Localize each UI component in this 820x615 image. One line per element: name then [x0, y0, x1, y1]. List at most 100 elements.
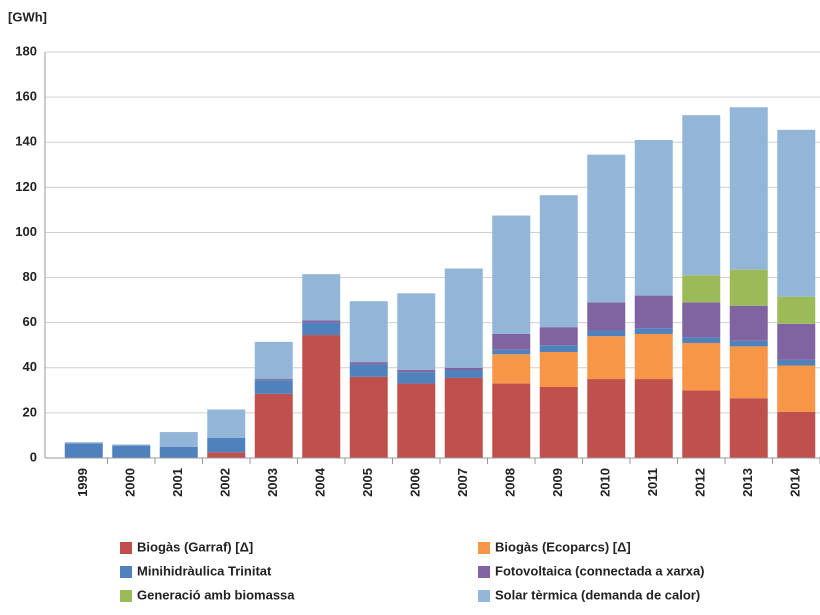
legend-swatch [120, 566, 132, 578]
bar-segment [682, 275, 721, 303]
y-tick-label: 80 [23, 269, 37, 284]
bar-segment [539, 195, 578, 328]
bar-segment [444, 367, 483, 371]
bar-segment [539, 351, 578, 387]
bar-segment [777, 411, 816, 458]
x-tick-label: 2006 [408, 468, 423, 497]
x-tick-label: 2004 [313, 467, 328, 497]
x-tick-label: 2007 [455, 468, 470, 497]
y-tick-label: 60 [23, 314, 37, 329]
x-tick-label: 2014 [788, 467, 803, 497]
x-tick-label: 2013 [740, 468, 755, 497]
bar-segment [587, 330, 626, 337]
bar-segment [254, 379, 293, 381]
y-tick-label: 180 [15, 43, 37, 58]
bar-segment [112, 445, 151, 458]
legend-label: Biogàs (Ecoparcs) [Δ] [495, 539, 631, 554]
x-tick-label: 2009 [550, 468, 565, 497]
bar-segment [777, 359, 816, 366]
bar-segment [587, 379, 626, 458]
bar-segment [777, 129, 816, 297]
legend-label: Solar tèrmica (demanda de calor) [495, 587, 700, 602]
bar-segment [64, 443, 103, 458]
bar-segment [444, 268, 483, 368]
bar-segment [777, 365, 816, 412]
bar-segment [397, 370, 436, 373]
bar-segment [539, 327, 578, 346]
bar-segment [492, 383, 531, 458]
bar-segment [207, 452, 246, 458]
bar-segment [492, 354, 531, 384]
x-tick-label: 2011 [645, 468, 660, 496]
bar-segment [492, 215, 531, 334]
bar-segment [207, 409, 246, 438]
bar-segment [682, 115, 721, 276]
bar-segment [729, 398, 768, 458]
legend-label: Generació amb biomassa [137, 587, 295, 602]
bar-segment [254, 393, 293, 458]
x-tick-label: 1999 [75, 468, 90, 497]
bar-segment [254, 341, 293, 380]
bar-segment [397, 293, 436, 371]
bar-segment [159, 446, 198, 458]
bar-segment [682, 390, 721, 458]
bar-segment [634, 295, 673, 329]
bar-segment [159, 432, 198, 447]
legend-label: Biogàs (Garraf) [Δ] [137, 539, 253, 554]
bar-segment [729, 305, 768, 341]
bar-segment [302, 335, 341, 458]
bar-segment [634, 328, 673, 334]
bar-segment [587, 154, 626, 303]
bar-segment [634, 379, 673, 458]
bar-segment [777, 323, 816, 360]
x-tick-label: 2003 [265, 468, 280, 497]
bar-segment [682, 342, 721, 391]
bar-segment [729, 107, 768, 270]
bar-segment [254, 380, 293, 394]
x-tick-label: 2000 [123, 468, 138, 497]
bar-segment [207, 437, 246, 453]
bar-segment [112, 444, 151, 446]
bar-segment [587, 302, 626, 331]
bar-segment [349, 364, 388, 377]
bar-segment [492, 333, 531, 350]
bar-segment [729, 346, 768, 399]
legend-swatch [478, 590, 490, 602]
bar-segment [349, 301, 388, 363]
bar-segment [729, 340, 768, 347]
bar-segment [302, 320, 341, 323]
legend-swatch [120, 542, 132, 554]
x-tick-label: 2002 [218, 468, 233, 497]
bar-segment [302, 274, 341, 321]
y-tick-label: 40 [23, 359, 37, 374]
x-tick-label: 2001 [170, 468, 185, 497]
bar-segment [64, 442, 103, 444]
y-tick-label: 100 [15, 224, 37, 239]
legend-swatch [478, 542, 490, 554]
y-tick-label: 140 [15, 134, 37, 149]
y-axis-label: [GWh] [8, 9, 47, 24]
legend-swatch [478, 566, 490, 578]
y-tick-label: 120 [15, 179, 37, 194]
bar-segment [682, 302, 721, 338]
bar-segment [302, 322, 341, 336]
x-tick-label: 2005 [360, 468, 375, 497]
bar-segment [444, 377, 483, 458]
x-tick-label: 2012 [693, 468, 708, 497]
bar-segment [634, 139, 673, 296]
bar-segment [539, 386, 578, 458]
bar-segment [444, 370, 483, 378]
legend-swatch [120, 590, 132, 602]
y-tick-label: 160 [15, 89, 37, 104]
y-tick-label: 0 [30, 449, 37, 464]
bar-segment [729, 269, 768, 306]
bar-segment [349, 376, 388, 458]
bar-segment [492, 349, 531, 355]
bar-segment [777, 296, 816, 324]
bar-segment [539, 345, 578, 352]
bar-segment [587, 336, 626, 380]
bar-segment [397, 383, 436, 458]
bar-segment [349, 362, 388, 365]
y-tick-label: 20 [23, 404, 37, 419]
